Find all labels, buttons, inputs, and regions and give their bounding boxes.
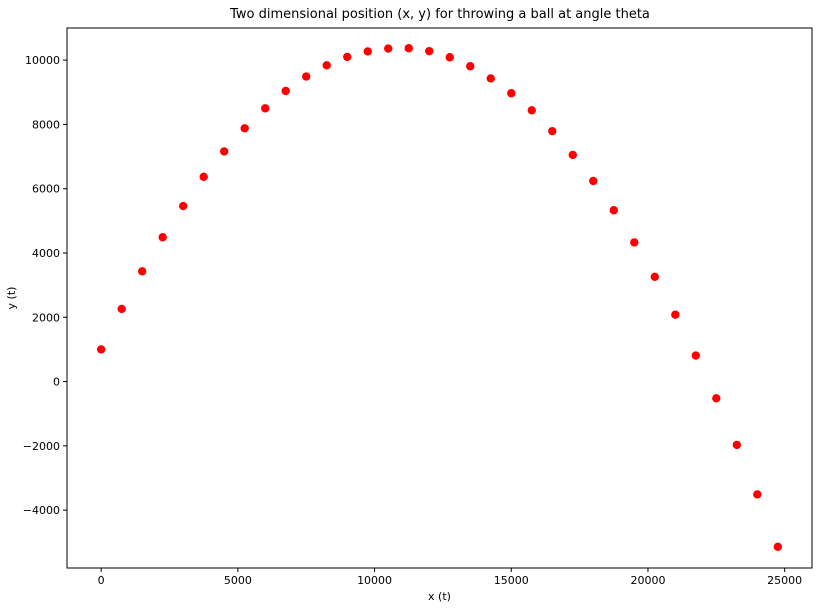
chart-title: Two dimensional position (x, y) for thro…	[229, 7, 650, 22]
data-point	[322, 61, 331, 70]
data-point	[630, 238, 639, 247]
data-point	[404, 44, 413, 53]
data-point	[220, 147, 229, 156]
x-tick-label: 5000	[224, 574, 252, 587]
data-point	[773, 542, 783, 551]
data-point	[178, 201, 188, 211]
data-point	[568, 150, 577, 160]
plot-area	[66, 27, 813, 569]
data-point	[199, 172, 208, 182]
y-tick-label: 2000	[32, 311, 60, 324]
data-point	[650, 272, 659, 281]
data-point	[732, 440, 742, 450]
data-point	[261, 104, 270, 113]
data-point	[712, 394, 721, 403]
y-tick-label: 4000	[32, 247, 60, 260]
data-point	[691, 351, 701, 360]
data-point	[281, 86, 290, 96]
data-point	[384, 44, 393, 53]
data-point	[117, 304, 126, 314]
data-point	[486, 74, 495, 83]
data-points	[96, 44, 783, 551]
data-point	[527, 106, 536, 115]
data-point	[343, 52, 352, 62]
data-point	[548, 126, 557, 136]
y-tick-label: 10000	[25, 54, 60, 67]
data-point	[96, 345, 106, 354]
data-point	[363, 47, 372, 56]
data-point	[466, 62, 475, 71]
x-axis-label: x (t)	[428, 590, 451, 603]
data-point	[445, 53, 454, 62]
y-tick-label: 6000	[32, 183, 60, 196]
data-point	[137, 267, 147, 276]
data-point	[302, 72, 311, 81]
y-tick-label: 8000	[32, 118, 60, 131]
y-axis-label: y (t)	[5, 287, 18, 310]
data-point	[609, 206, 618, 215]
data-point	[671, 310, 680, 319]
y-axis: −4000 −2000 0 2000 4000 6000 8000 10000	[23, 54, 67, 517]
x-tick-label: 15000	[494, 574, 529, 587]
x-tick-label: 10000	[357, 574, 392, 587]
data-point	[507, 89, 516, 98]
data-point	[589, 176, 598, 186]
y-tick-label: 0	[53, 376, 60, 389]
x-tick-label: 20000	[630, 574, 665, 587]
data-point	[158, 233, 167, 242]
x-axis: 0 5000 10000 15000 20000 25000	[98, 568, 802, 587]
data-point	[240, 124, 249, 133]
x-tick-label: 25000	[767, 574, 802, 587]
data-point	[753, 490, 762, 499]
x-tick-label: 0	[98, 574, 105, 587]
y-tick-label: −4000	[23, 504, 60, 517]
data-point	[425, 46, 434, 56]
y-tick-label: −2000	[23, 440, 60, 453]
